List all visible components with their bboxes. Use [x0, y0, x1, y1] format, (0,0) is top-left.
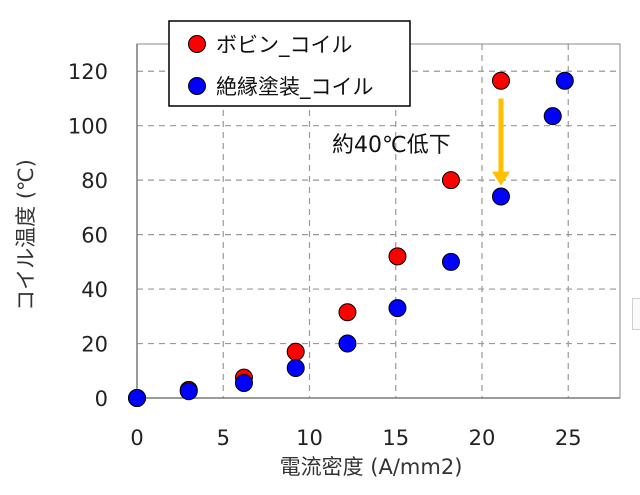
data-point-coated-coil [338, 334, 357, 353]
annotation-arrow-head [491, 171, 510, 186]
data-point-coated-coil [543, 107, 562, 126]
data-point-coated-coil [179, 382, 198, 401]
x-tick-label: 0 [130, 426, 143, 450]
x-tick-label: 25 [555, 426, 582, 450]
y-tick-label: 40 [81, 278, 108, 302]
legend-marker-coated-coil [188, 77, 206, 95]
data-point-coated-coil [555, 71, 574, 90]
tick-labels: 0 20 40 60 80 100 120 0 5 10 15 20 25 [68, 60, 582, 450]
y-tick-label: 120 [68, 60, 108, 84]
legend-label-coated-coil: 絶縁塗装_コイル [216, 75, 374, 100]
legend-box [168, 20, 411, 107]
x-axis-title: 電流密度 (A/mm2) [280, 455, 463, 479]
x-tick-label: 15 [382, 426, 409, 450]
window-edge-handle [632, 298, 640, 330]
data-point-bobbin-coil [286, 342, 305, 361]
y-tick-label: 60 [81, 224, 108, 248]
y-tick-label: 20 [81, 333, 108, 357]
annotation-arrow [491, 98, 510, 186]
legend-marker-bobbin-coil [188, 35, 206, 53]
data-point-coated-coil [388, 299, 407, 318]
x-tick-label: 20 [469, 426, 496, 450]
y-tick-label: 100 [68, 115, 108, 139]
y-axis-title: コイル温度 (℃) [14, 159, 38, 311]
data-point-coated-coil [491, 187, 510, 206]
y-tick-label: 80 [81, 169, 108, 193]
data-point-bobbin-coil [441, 171, 460, 190]
annotation-label: 約40℃低下 [332, 133, 451, 158]
legend: ボビン_コイル 絶縁塗装_コイル [168, 20, 411, 107]
data-points [128, 71, 574, 407]
data-point-coated-coil [441, 252, 460, 271]
data-point-bobbin-coil [491, 71, 510, 90]
data-point-bobbin-coil [388, 247, 407, 266]
y-tick-label: 0 [95, 387, 108, 411]
data-point-coated-coil [234, 374, 253, 393]
x-tick-label: 5 [217, 426, 230, 450]
data-point-coated-coil [286, 359, 305, 378]
data-point-bobbin-coil [338, 303, 357, 322]
data-point-coated-coil [128, 389, 146, 407]
legend-label-bobbin-coil: ボビン_コイル [216, 33, 353, 58]
x-tick-label: 10 [296, 426, 323, 450]
axes [136, 44, 620, 399]
